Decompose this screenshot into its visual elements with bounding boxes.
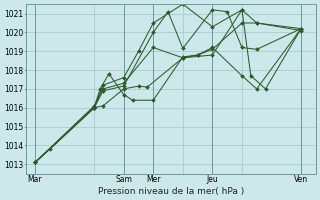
X-axis label: Pression niveau de la mer( hPa ): Pression niveau de la mer( hPa ) — [98, 187, 244, 196]
